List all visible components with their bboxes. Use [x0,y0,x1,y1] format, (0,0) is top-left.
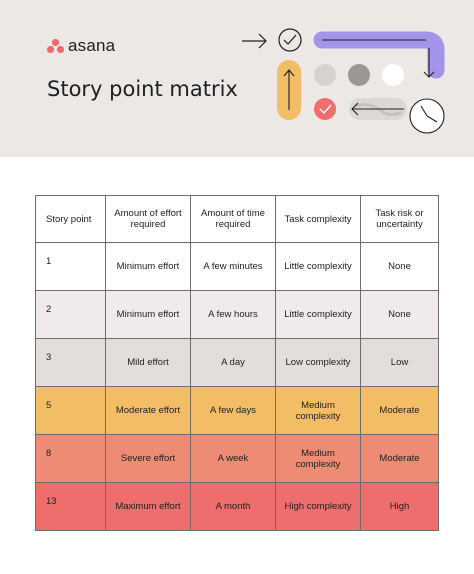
risk-cell: Moderate [360,386,439,435]
story-point-cell: 8 [35,434,106,483]
story-point-value: 8 [46,448,52,459]
marble-arrow-left-icon [349,98,407,120]
story-point-value: 13 [46,496,57,507]
decorative-illustration [242,28,445,134]
risk-cell: Low [360,338,439,387]
story-point-cell: 13 [35,482,106,531]
header-story-point: Story point [35,195,106,243]
table-row: 3 Mild effort A day Low complexity Low [35,338,439,387]
time-cell: A month [190,482,276,531]
table-row: 13 Maximum effort A month High complexity Hi… [35,482,439,531]
arrow-up-icon [277,60,301,120]
gray-circle-icon [348,64,370,86]
complexity-cell: Little complexity [275,242,361,291]
story-point-cell: 1 [35,242,106,291]
purple-arrow-path-icon [313,31,445,79]
header-complexity: Task complexity [275,195,361,243]
effort-cell: Maximum effort [105,482,191,531]
header-risk: Task risk or uncertainty [360,195,439,243]
page-title: Story point matrix [47,77,238,101]
logo-wordmark: asana [68,36,116,55]
time-cell: A few days [190,386,276,435]
time-cell: A day [190,338,276,387]
time-cell: A few minutes [190,242,276,291]
risk-cell: None [360,242,439,291]
asana-logo: asana [47,36,115,56]
effort-cell: Mild effort [105,338,191,387]
effort-cell: Minimum effort [105,242,191,291]
effort-cell: Severe effort [105,434,191,483]
effort-cell: Moderate effort [105,386,191,435]
check-circle-icon [278,28,302,52]
risk-cell: None [360,290,439,339]
story-point-value: 2 [46,304,52,315]
asana-logo-icon [47,39,64,53]
story-point-table: Story point Amount of effort required Am… [35,195,439,531]
risk-cell: Moderate [360,434,439,483]
table-row: 1 Minimum effort A few minutes Little compl… [35,242,439,291]
complexity-cell: Low complexity [275,338,361,387]
complexity-cell: Medium complexity [275,434,361,483]
table-row: 8 Severe effort A week Medium complexity Mod… [35,434,439,483]
arrow-right-icon [242,33,267,49]
complexity-cell: Medium complexity [275,386,361,435]
time-cell: A week [190,434,276,483]
header-effort: Amount of effort required [105,195,191,243]
story-point-value: 3 [46,352,52,363]
story-point-cell: 2 [35,290,106,339]
story-point-value: 1 [46,256,52,267]
header-time: Amount of time required [190,195,276,243]
hero-banner: asana Story point matrix [0,0,474,157]
table-header-row: Story point Amount of effort required Am… [35,195,439,243]
red-check-icon [314,98,336,120]
time-cell: A few hours [190,290,276,339]
gray-circle-icon [314,64,336,86]
complexity-cell: High complexity [275,482,361,531]
risk-cell: High [360,482,439,531]
story-point-cell: 5 [35,386,106,435]
white-circle-icon [382,64,404,86]
clock-icon [409,98,445,134]
table-row: 2 Minimum effort A few hours Little complex… [35,290,439,339]
story-point-value: 5 [46,400,52,411]
table-row: 5 Moderate effort A few days Medium complex… [35,386,439,435]
effort-cell: Minimum effort [105,290,191,339]
complexity-cell: Little complexity [275,290,361,339]
story-point-cell: 3 [35,338,106,387]
